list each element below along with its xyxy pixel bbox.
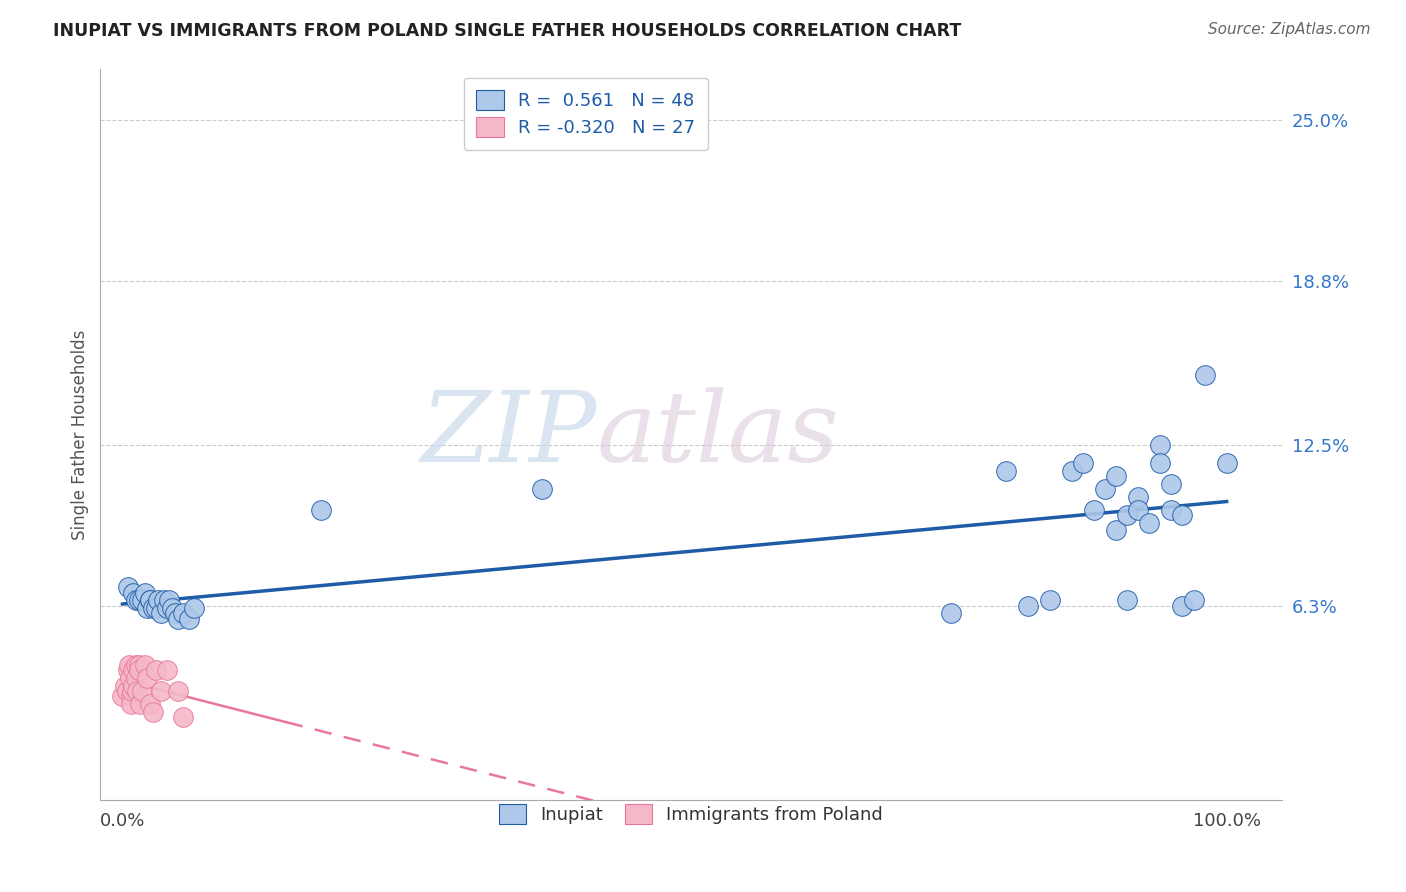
Text: atlas: atlas (596, 387, 839, 482)
Point (1116, 593, 1139, 607)
Point (172, 607, 194, 621)
Point (122, 679, 145, 693)
Point (1149, 438, 1171, 452)
Point (115, 684, 138, 698)
Point (135, 601, 157, 615)
Point (153, 593, 176, 607)
Point (150, 607, 173, 621)
Point (128, 658, 150, 673)
Point (134, 658, 156, 673)
Point (1105, 524, 1128, 538)
Point (1171, 508, 1194, 522)
Point (155, 664, 177, 678)
Point (128, 664, 150, 678)
Point (129, 697, 152, 711)
Point (939, 607, 962, 621)
Point (172, 710, 194, 724)
Point (125, 671, 148, 685)
Point (120, 697, 142, 711)
Point (120, 690, 142, 704)
Point (150, 684, 173, 698)
Point (146, 593, 169, 607)
Point (1128, 502, 1150, 516)
Point (1137, 516, 1160, 530)
Point (139, 593, 162, 607)
Point (1116, 508, 1139, 522)
Point (117, 664, 139, 678)
Point (1128, 490, 1150, 504)
Point (135, 671, 157, 685)
Point (128, 593, 150, 607)
Point (125, 593, 148, 607)
Point (1149, 456, 1171, 470)
Point (1171, 599, 1194, 613)
Text: INUPIAT VS IMMIGRANTS FROM POLAND SINGLE FATHER HOUSEHOLDS CORRELATION CHART: INUPIAT VS IMMIGRANTS FROM POLAND SINGLE… (53, 22, 962, 40)
Point (122, 585, 145, 599)
Point (117, 581, 139, 595)
Point (309, 502, 332, 516)
Text: Source: ZipAtlas.com: Source: ZipAtlas.com (1208, 22, 1371, 37)
Point (1215, 456, 1237, 470)
Point (131, 593, 153, 607)
Text: ZIP: ZIP (420, 387, 596, 482)
Point (160, 601, 183, 615)
Point (145, 664, 167, 678)
Y-axis label: Single Father Households: Single Father Households (72, 329, 89, 540)
Point (131, 684, 153, 698)
Point (1194, 368, 1216, 382)
Point (122, 664, 145, 678)
Point (157, 593, 180, 607)
Point (139, 697, 162, 711)
Point (111, 690, 134, 704)
Point (142, 705, 165, 719)
Point (183, 601, 205, 615)
Legend: Inupiat, Immigrants from Poland: Inupiat, Immigrants from Poland (488, 794, 894, 835)
Point (125, 684, 148, 698)
Point (120, 671, 142, 685)
Point (139, 593, 162, 607)
Point (166, 684, 188, 698)
Point (121, 684, 143, 698)
Point (1039, 593, 1062, 607)
Point (531, 482, 554, 496)
Point (1083, 502, 1105, 516)
Point (155, 601, 177, 615)
Point (118, 658, 141, 673)
Point (1060, 464, 1083, 478)
Point (1105, 469, 1128, 483)
Point (145, 601, 167, 615)
Point (1160, 502, 1182, 516)
Point (1094, 482, 1116, 496)
Point (134, 585, 156, 599)
Point (125, 658, 148, 673)
Point (114, 679, 136, 693)
Point (166, 611, 188, 625)
Point (177, 611, 200, 625)
Point (994, 464, 1017, 478)
Point (1160, 476, 1182, 491)
Point (1071, 456, 1094, 470)
Point (1182, 593, 1205, 607)
Point (1017, 599, 1039, 613)
Point (142, 601, 165, 615)
Point (165, 607, 187, 621)
